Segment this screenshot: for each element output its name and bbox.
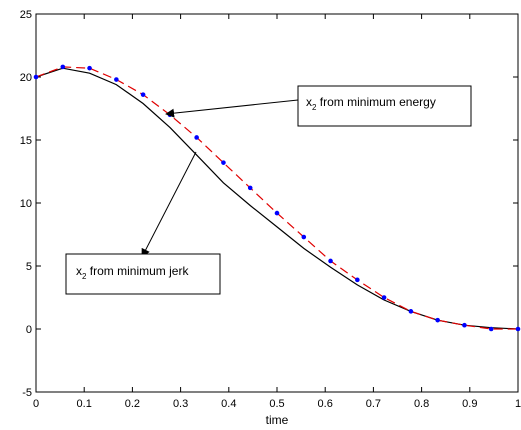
y-tick-label: 20 — [20, 72, 32, 84]
plot-frame — [35, 13, 519, 393]
annotation-min-energy: x2 from minimum energy — [306, 95, 436, 112]
annotation-layer: x2 from minimum energy x2 from minimum j… — [65, 85, 472, 295]
y-tick-label: 5 — [26, 261, 32, 273]
series-marker — [274, 210, 280, 216]
series-marker — [381, 295, 387, 300]
y-tick-label: 10 — [20, 198, 32, 210]
x-tick-label: 0.6 — [318, 398, 333, 410]
series-marker — [462, 322, 467, 328]
annotation-box-min-jerk — [65, 253, 221, 295]
series-marker — [488, 326, 494, 332]
arrow-min-energy — [165, 99, 299, 118]
x-axis-label: time — [266, 413, 289, 427]
series-marker — [355, 277, 360, 283]
x-tick-label: 0.4 — [221, 398, 236, 410]
series-marker — [301, 234, 307, 240]
series-marker — [328, 258, 333, 264]
x-tick-label: 0.8 — [414, 398, 429, 410]
x-tick-label: 0.2 — [125, 398, 140, 410]
series-marker — [221, 160, 226, 165]
axis-ticks: 0 0.1 0.2 0.3 0.4 0.5 0.6 0.7 0.8 0.9 1-5051015202… — [20, 9, 521, 410]
x-tick-label: 0.3 — [173, 398, 188, 410]
x-tick-label: 0.7 — [366, 398, 381, 410]
series-marker — [60, 64, 66, 70]
series-marker — [194, 135, 199, 140]
y-tick-label: 25 — [20, 9, 32, 21]
series-marker — [247, 185, 253, 191]
series-marker — [33, 74, 39, 80]
x-tick-label: 0.5 — [269, 398, 284, 410]
x-tick-label: 0.9 — [462, 398, 477, 410]
series-marker — [140, 92, 146, 97]
series-marker — [87, 65, 92, 71]
x-tick-label: 1 — [515, 398, 521, 410]
series-marker — [114, 77, 119, 82]
arrow-min-jerk — [141, 151, 197, 258]
y-tick-label: -5 — [22, 387, 32, 399]
series-marker — [435, 317, 440, 323]
annotation-box-min-energy — [297, 85, 472, 127]
y-tick-label: 0 — [26, 324, 32, 336]
series-marker — [408, 309, 414, 314]
series-marker — [515, 326, 521, 332]
x-tick-label: 0 — [33, 398, 39, 410]
x-tick-label: 0.1 — [77, 398, 92, 410]
y-tick-label: 15 — [20, 135, 32, 147]
annotation-min-jerk: x2 from minimum jerk — [76, 264, 189, 281]
